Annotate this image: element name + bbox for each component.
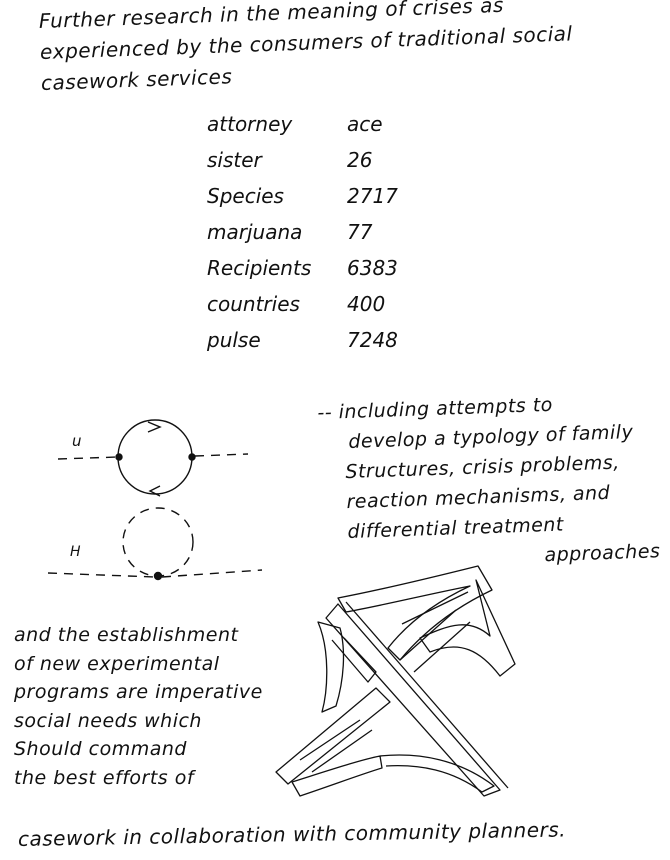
list-item: marjuana 77 [207, 215, 427, 251]
arrow-bottom [148, 485, 161, 497]
list-value: 6383 [347, 256, 398, 280]
arrow-arm-top [337, 565, 493, 661]
dashed-line-right [194, 453, 249, 457]
bottom-line-5: Should command [14, 738, 187, 760]
list-value: 400 [347, 292, 386, 316]
cross-strokes-upper [399, 609, 471, 673]
diagram-label-bottom: H [70, 544, 81, 560]
bottom-line-2: of new experimental [14, 652, 220, 675]
list-value: 2717 [347, 184, 398, 208]
vertex-dot-left [115, 453, 123, 461]
side-note: -- including attempts to develop a typol… [317, 386, 661, 578]
arrow-arm-lower [275, 687, 391, 785]
bottom-line-4: social needs which [14, 709, 202, 732]
list-item: Recipients 6383 [207, 251, 427, 287]
dashed-line-left [57, 456, 119, 460]
vertex-dot-right [188, 453, 196, 461]
list-value: 77 [347, 220, 373, 244]
list-word: countries [207, 292, 300, 316]
list-word: pulse [207, 328, 261, 352]
diagonal-band [325, 603, 501, 797]
arrow-arm-bottom-right [379, 754, 495, 793]
list-item: pulse 7248 [207, 323, 427, 359]
arrow-arm-left [317, 621, 345, 713]
list-item: sister 26 [207, 143, 427, 179]
bottom-line-1: and the establishment [14, 624, 239, 646]
list-item: countries 400 [207, 287, 427, 323]
arrow-arm-right [419, 579, 516, 677]
interlocking-arrows-drawing [275, 565, 516, 797]
loop-diagram: u H [47, 419, 263, 581]
list-item: attorney ace [207, 107, 427, 143]
list-word: Species [207, 184, 284, 208]
list-word: marjuana [207, 220, 303, 244]
bottom-line-3: programs are imperative [14, 681, 263, 703]
diagram-label-top: u [72, 432, 82, 450]
list-word: sister [207, 148, 262, 172]
arrow-arm-lower-tail [291, 755, 383, 797]
list-value: ace [347, 112, 383, 136]
bottom-paragraph: and the establishment of new experimenta… [14, 620, 263, 791]
vertex-dot-bottom [153, 571, 163, 581]
dashed-line-bottom-left [47, 572, 156, 578]
bottom-line-6: the best efforts of [14, 766, 195, 789]
dashed-loop [122, 507, 194, 577]
word-number-list: attorney ace sister 26 Species 2717 marj… [207, 107, 427, 359]
arrow-top [147, 421, 162, 433]
list-value: 7248 [347, 328, 398, 352]
list-word: Recipients [207, 256, 312, 280]
list-item: Species 2717 [207, 179, 427, 215]
arrow-arm-left-inner [331, 637, 377, 683]
list-value: 26 [347, 148, 373, 172]
arrow-arm-top-inner [401, 591, 469, 625]
dashed-line-bottom-right [161, 569, 263, 578]
cross-strokes-lower [299, 719, 373, 773]
diagonal-band-inner [345, 601, 509, 789]
list-word: attorney [207, 112, 293, 136]
solid-loop [117, 419, 193, 495]
